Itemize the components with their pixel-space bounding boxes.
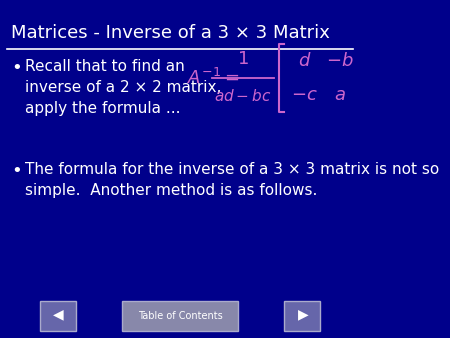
Text: Matrices - Inverse of a 3 × 3 Matrix: Matrices - Inverse of a 3 × 3 Matrix — [11, 24, 330, 42]
Text: $A^{-1} =$: $A^{-1} =$ — [187, 68, 239, 88]
Text: Table of Contents: Table of Contents — [138, 311, 222, 321]
Text: $-b$: $-b$ — [326, 52, 354, 70]
Text: $ad - bc$: $ad - bc$ — [214, 88, 272, 104]
FancyBboxPatch shape — [284, 301, 320, 331]
Text: $1$: $1$ — [237, 50, 249, 68]
Text: $\blacktriangleright$: $\blacktriangleright$ — [295, 309, 310, 323]
Text: •: • — [11, 162, 22, 180]
Text: •: • — [11, 59, 22, 77]
FancyBboxPatch shape — [40, 301, 76, 331]
Text: $a$: $a$ — [334, 86, 346, 104]
Text: $-c$: $-c$ — [291, 86, 318, 104]
Text: Recall that to find an
inverse of a 2 × 2 matrix,
apply the formula ...: Recall that to find an inverse of a 2 × … — [25, 59, 221, 116]
Text: The formula for the inverse of a 3 × 3 matrix is not so
simple.  Another method : The formula for the inverse of a 3 × 3 m… — [25, 162, 440, 198]
Text: $\blacktriangleleft$: $\blacktriangleleft$ — [50, 309, 65, 323]
FancyBboxPatch shape — [122, 301, 238, 331]
Text: $d$: $d$ — [297, 52, 311, 70]
